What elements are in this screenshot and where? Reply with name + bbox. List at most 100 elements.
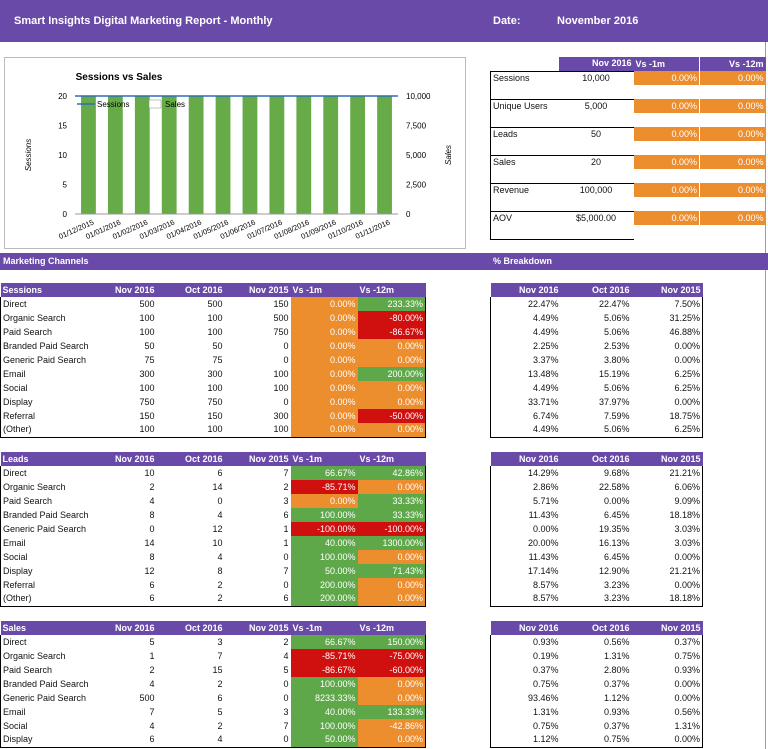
- channel-value[interactable]: 7: [149, 706, 155, 717]
- breakdown-value[interactable]: 3.80%: [603, 354, 630, 365]
- vs-1m-cell[interactable]: 200.00%: [290, 578, 358, 592]
- breakdown-value[interactable]: 93.46%: [490, 691, 561, 705]
- channel-value[interactable]: 6: [283, 509, 289, 520]
- channel-value[interactable]: 100: [273, 368, 289, 379]
- channel-value[interactable]: 14: [144, 537, 155, 548]
- channel-value[interactable]: 5: [217, 706, 223, 717]
- vs-1m-cell[interactable]: 8233.33%: [290, 691, 358, 705]
- channel-value[interactable]: 5: [149, 636, 155, 647]
- breakdown-value[interactable]: 6.45%: [603, 509, 630, 520]
- vs-1m-cell[interactable]: -85.71%: [290, 649, 358, 663]
- vs-1m-cell[interactable]: -86.67%: [290, 663, 358, 677]
- breakdown-value[interactable]: 0.75%: [490, 677, 561, 691]
- breakdown-value[interactable]: 9.68%: [603, 467, 630, 478]
- channel-value[interactable]: 0: [283, 678, 289, 689]
- breakdown-value[interactable]: 0.00%: [631, 339, 703, 353]
- vs-12m-cell[interactable]: 42.86%: [357, 466, 426, 480]
- breakdown-value[interactable]: 0.93%: [631, 663, 703, 677]
- vs-12m-cell[interactable]: 0.00%: [357, 691, 426, 705]
- vs-12m-cell[interactable]: 0.00%: [357, 677, 426, 691]
- channel-value[interactable]: 300: [139, 368, 155, 379]
- summary-vs-12m[interactable]: 0.00%: [699, 71, 766, 85]
- channel-value[interactable]: 2: [283, 636, 289, 647]
- channel-value[interactable]: 7: [283, 565, 289, 576]
- channel-value[interactable]: 100: [207, 382, 223, 393]
- breakdown-value[interactable]: 12.90%: [598, 565, 630, 576]
- vs-12m-cell[interactable]: 0.00%: [357, 578, 426, 592]
- vs-12m-cell[interactable]: -86.67%: [357, 325, 426, 339]
- breakdown-value[interactable]: 7.50%: [631, 297, 703, 311]
- vs-1m-cell[interactable]: 0.00%: [290, 297, 358, 311]
- breakdown-value[interactable]: 0.75%: [560, 733, 632, 748]
- breakdown-value[interactable]: 1.12%: [603, 692, 630, 703]
- vs-12m-cell[interactable]: 1300.00%: [357, 536, 426, 550]
- summary-value[interactable]: 5,000: [558, 98, 634, 113]
- breakdown-value[interactable]: 3.23%: [603, 579, 630, 590]
- channel-value[interactable]: 750: [273, 326, 289, 337]
- channel-value[interactable]: 8: [217, 565, 223, 576]
- channel-value[interactable]: 0: [224, 733, 291, 748]
- vs-12m-cell[interactable]: 0.00%: [357, 592, 426, 607]
- breakdown-value[interactable]: 6.74%: [490, 409, 561, 423]
- breakdown-value[interactable]: 1.31%: [490, 705, 561, 719]
- vs-1m-cell[interactable]: 100.00%: [290, 719, 358, 733]
- vs-12m-cell[interactable]: 33.33%: [357, 494, 426, 508]
- summary-value[interactable]: 50: [558, 126, 634, 141]
- breakdown-value[interactable]: 6.45%: [603, 551, 630, 562]
- vs-12m-cell[interactable]: 133.33%: [357, 705, 426, 719]
- breakdown-value[interactable]: 0.75%: [490, 719, 561, 733]
- breakdown-value[interactable]: 0.37%: [631, 635, 703, 649]
- breakdown-value[interactable]: 5.71%: [490, 494, 561, 508]
- channel-value[interactable]: 6: [88, 733, 157, 748]
- breakdown-value[interactable]: 11.43%: [490, 508, 561, 522]
- channel-value[interactable]: 2: [217, 678, 223, 689]
- channel-value[interactable]: 1: [283, 537, 289, 548]
- breakdown-value[interactable]: 22.47%: [490, 297, 561, 311]
- channel-value[interactable]: 4: [217, 551, 223, 562]
- breakdown-value[interactable]: 0.56%: [631, 705, 703, 719]
- breakdown-value[interactable]: 4.49%: [490, 311, 561, 325]
- summary-vs-12m[interactable]: 0.00%: [699, 211, 766, 225]
- vs-12m-cell[interactable]: 0.00%: [357, 423, 426, 438]
- summary-vs-12m[interactable]: 0.00%: [699, 127, 766, 141]
- vs-1m-cell[interactable]: 40.00%: [290, 705, 358, 719]
- channel-value[interactable]: 5: [283, 664, 289, 675]
- vs-1m-cell[interactable]: 100.00%: [290, 550, 358, 564]
- vs-12m-cell[interactable]: 200.00%: [357, 367, 426, 381]
- channel-value[interactable]: 100: [88, 423, 157, 438]
- breakdown-value[interactable]: 14.29%: [490, 466, 561, 480]
- channel-value[interactable]: 3: [217, 636, 223, 647]
- breakdown-value[interactable]: 2.53%: [603, 340, 630, 351]
- channel-value[interactable]: 2: [283, 481, 289, 492]
- channel-value[interactable]: 75: [212, 354, 223, 365]
- breakdown-value[interactable]: 5.06%: [603, 326, 630, 337]
- breakdown-value[interactable]: 2.80%: [603, 664, 630, 675]
- channel-value[interactable]: 12: [144, 565, 155, 576]
- breakdown-value[interactable]: 0.00%: [631, 677, 703, 691]
- summary-vs-1m[interactable]: 0.00%: [633, 211, 700, 225]
- vs-1m-cell[interactable]: 40.00%: [290, 536, 358, 550]
- vs-12m-cell[interactable]: -42.86%: [357, 719, 426, 733]
- vs-1m-cell[interactable]: 0.00%: [290, 353, 358, 367]
- channel-value[interactable]: 10: [212, 537, 223, 548]
- channel-value[interactable]: 6: [224, 592, 291, 607]
- summary-vs-12m[interactable]: 0.00%: [699, 155, 766, 169]
- channel-value[interactable]: 2: [217, 579, 223, 590]
- breakdown-value[interactable]: 18.18%: [631, 592, 703, 607]
- channel-value[interactable]: 0: [217, 495, 223, 506]
- channel-value[interactable]: 10: [144, 467, 155, 478]
- breakdown-value[interactable]: 0.00%: [631, 353, 703, 367]
- channel-value[interactable]: 100: [139, 382, 155, 393]
- vs-12m-cell[interactable]: 233.33%: [357, 297, 426, 311]
- breakdown-value[interactable]: 31.25%: [631, 311, 703, 325]
- channel-value[interactable]: 300: [273, 410, 289, 421]
- breakdown-value[interactable]: 0.00%: [631, 550, 703, 564]
- breakdown-value[interactable]: 6.25%: [631, 381, 703, 395]
- channel-value[interactable]: 500: [207, 298, 223, 309]
- sales-bar[interactable]: [269, 96, 285, 214]
- breakdown-value[interactable]: 6.25%: [631, 423, 703, 438]
- summary-vs-12m[interactable]: 0.00%: [699, 183, 766, 197]
- sales-bar[interactable]: [215, 96, 231, 214]
- vs-1m-cell[interactable]: 100.00%: [290, 677, 358, 691]
- channel-value[interactable]: 100: [139, 326, 155, 337]
